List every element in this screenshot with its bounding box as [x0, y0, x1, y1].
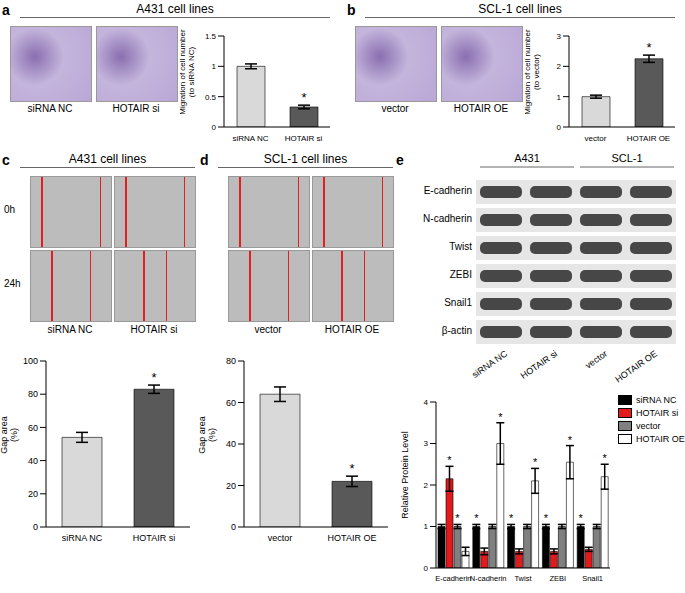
svg-text:60: 60 [28, 423, 38, 433]
html-text:c: c [2, 152, 10, 168]
svg-text:*: * [498, 411, 503, 423]
svg-text:HOTAIR OE: HOTAIR OE [328, 533, 377, 543]
svg-text:80: 80 [28, 389, 38, 399]
html-text:d: d [200, 152, 209, 168]
svg-text:0: 0 [33, 522, 38, 532]
svg-text:3: 3 [557, 32, 562, 41]
svg-text:ZEBI: ZEBI [450, 269, 472, 280]
svg-text:N-cadherin: N-cadherin [423, 213, 472, 224]
svg-text:0: 0 [231, 522, 236, 532]
svg-text:E-cadherin: E-cadherin [424, 185, 472, 196]
html-text:(to vector): (to vector) [532, 54, 541, 90]
svg-text:*: * [474, 512, 479, 524]
html-text:Relative Protein Level: Relative Protein Level [400, 431, 411, 519]
html-text:Migration of cell number: Migration of cell number [523, 29, 533, 115]
html-text:Migration of cell number: Migration of cell number [178, 29, 188, 115]
svg-text:0: 0 [424, 564, 429, 573]
svg-text:*: * [349, 461, 354, 476]
svg-text:vector: vector [585, 134, 607, 143]
svg-text:*: * [579, 512, 584, 524]
svg-text:*: * [447, 454, 452, 466]
svg-text:*: * [533, 456, 538, 468]
svg-text:E-cadherin: E-cadherin [435, 574, 471, 583]
svg-text:2: 2 [424, 481, 429, 490]
html-text:vector: vector [254, 324, 282, 335]
svg-text:0: 0 [557, 123, 562, 132]
svg-text:4: 4 [424, 398, 429, 407]
svg-text:Twist: Twist [514, 574, 532, 583]
svg-text:1: 1 [557, 93, 562, 102]
html-text:siRNA NC: siRNA NC [636, 395, 677, 405]
html-text:siRNA NC: siRNA NC [47, 324, 93, 335]
svg-text:SCL-1: SCL-1 [611, 152, 642, 164]
html-text:24h: 24h [4, 278, 21, 289]
svg-text:Snail1: Snail1 [582, 574, 603, 583]
svg-text:2: 2 [557, 62, 562, 71]
svg-text:60: 60 [226, 398, 236, 408]
html-text:Gap area: Gap area [0, 416, 10, 454]
svg-text:*: * [544, 512, 549, 524]
html-text:Gap area: Gap area [197, 416, 208, 454]
svg-text:N-cadherin: N-cadherin [470, 574, 507, 583]
html-text:siRNA NC: siRNA NC [27, 103, 73, 114]
svg-text:40: 40 [226, 439, 236, 449]
svg-text:*: * [603, 452, 608, 464]
svg-text:20: 20 [226, 481, 236, 491]
svg-text:β-actin: β-actin [442, 325, 472, 336]
svg-text:100: 100 [23, 356, 38, 366]
svg-text:siRNA NC: siRNA NC [62, 533, 103, 543]
html-text:A431 cell lines: A431 cell lines [136, 2, 214, 16]
html-text:a: a [2, 2, 10, 18]
svg-text:40: 40 [28, 456, 38, 466]
html-text:HOTAIR OE: HOTAIR OE [636, 434, 685, 444]
html-text:HOTAIR OE: HOTAIR OE [453, 103, 509, 114]
html-text:b: b [347, 2, 356, 18]
svg-text:HOTAIR si: HOTAIR si [285, 134, 323, 143]
svg-text:*: * [151, 370, 156, 385]
html-text:HOTAIR si: HOTAIR si [112, 103, 160, 114]
svg-text:HOTAIR si: HOTAIR si [519, 348, 559, 380]
html-text:HOTAIR si: HOTAIR si [636, 408, 679, 418]
html-text:vector: vector [381, 103, 409, 114]
html-text:HOTAIR OE: HOTAIR OE [324, 324, 380, 335]
svg-text:1.5: 1.5 [205, 32, 217, 41]
svg-text:A431: A431 [514, 152, 540, 164]
html-text:e: e [396, 152, 404, 168]
svg-text:HOTAIR si: HOTAIR si [133, 533, 175, 543]
svg-text:vector: vector [268, 533, 293, 543]
svg-text:20: 20 [28, 489, 38, 499]
html-text:0h: 0h [4, 204, 16, 215]
svg-text:*: * [509, 512, 514, 524]
svg-text:Twist: Twist [449, 241, 472, 252]
svg-text:0: 0 [212, 123, 217, 132]
html-text:(to siRNA NC): (to siRNA NC) [187, 46, 196, 98]
svg-text:*: * [455, 512, 460, 524]
svg-text:*: * [568, 434, 573, 446]
svg-text:HOTAIR OE: HOTAIR OE [613, 348, 659, 384]
html-text:A431 cell lines: A431 cell lines [68, 152, 147, 166]
svg-text:0.5: 0.5 [205, 93, 217, 102]
svg-text:*: * [646, 40, 651, 55]
svg-text:1: 1 [424, 522, 429, 531]
svg-text:siRNA NC: siRNA NC [232, 134, 268, 143]
svg-text:siRNA NC: siRNA NC [470, 348, 509, 380]
svg-text:Snail1: Snail1 [444, 297, 472, 308]
svg-text:1: 1 [212, 62, 217, 71]
svg-text:80: 80 [226, 356, 236, 366]
svg-text:3: 3 [424, 439, 429, 448]
html-text:SCL-1 cell lines: SCL-1 cell lines [478, 2, 562, 16]
html-text:SCL-1 cell lines: SCL-1 cell lines [263, 152, 348, 166]
html-text:vector: vector [636, 421, 661, 431]
svg-text:ZEBI: ZEBI [549, 574, 566, 583]
html-text:HOTAIR si: HOTAIR si [130, 324, 178, 335]
svg-text:HOTAIR OE: HOTAIR OE [627, 134, 670, 143]
svg-text:*: * [301, 90, 306, 105]
svg-text:vector: vector [583, 348, 609, 370]
